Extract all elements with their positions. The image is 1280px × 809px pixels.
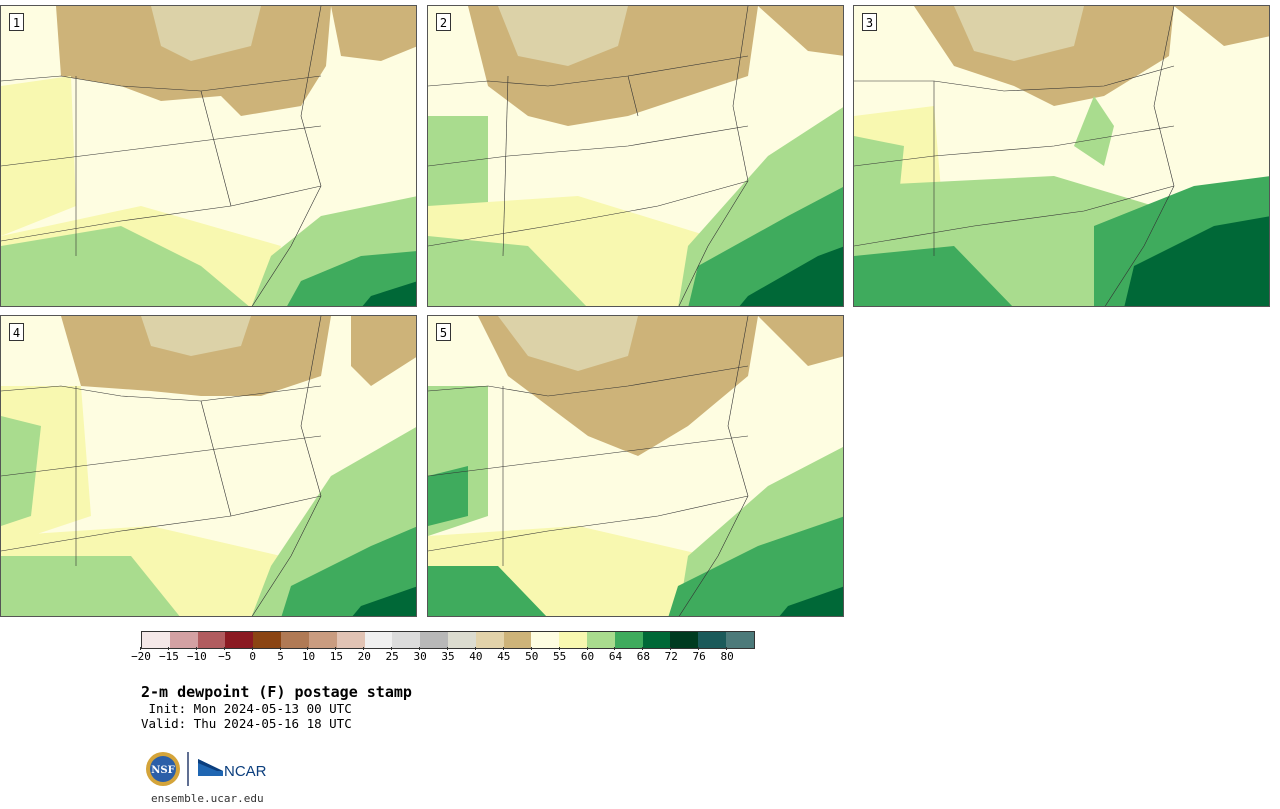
init-time: Init: Mon 2024-05-13 00 UTC	[141, 701, 352, 716]
member-panel-3: 3	[853, 5, 1270, 307]
panel-number: 2	[436, 13, 451, 31]
dewpoint-map-5	[428, 316, 843, 616]
colorbar-tick-label: −10	[177, 647, 217, 663]
colorbar-swatch	[531, 632, 560, 648]
colorbar-tick-label: 60	[568, 647, 608, 663]
colorbar-swatch	[447, 632, 476, 648]
colorbar-tick-label: 35	[428, 647, 468, 663]
panel-number: 4	[9, 323, 24, 341]
colorbar-tick-label: 40	[456, 647, 496, 663]
colorbar-tick-label: 0	[233, 647, 273, 663]
colorbar-tick-label: 64	[595, 647, 635, 663]
colorbar-tick-label: 15	[316, 647, 356, 663]
panel-number: 3	[862, 13, 877, 31]
colorbar	[141, 631, 755, 649]
colorbar-swatch	[503, 632, 532, 648]
colorbar-swatch	[559, 632, 587, 648]
colorbar-tick-label: 5	[261, 647, 301, 663]
colorbar-swatch	[670, 632, 699, 648]
colorbar-tick-label: −20	[121, 647, 161, 663]
ncar-logo: NCAR	[198, 759, 267, 780]
colorbar-ticks: −20 −15 −10 −5 0 5 10 15 20 25 30 35 40 45 50 55 60 64 68 7…	[131, 647, 755, 670]
colorbar-tick-label: 10	[288, 647, 328, 663]
svg-text:NSF: NSF	[151, 765, 174, 776]
member-panel-1: 1	[0, 5, 417, 307]
svg-text:NCAR: NCAR	[224, 763, 267, 780]
colorbar-swatch	[614, 632, 643, 648]
colorbar-swatch	[253, 632, 282, 648]
nsf-logo: NSF	[146, 752, 180, 786]
valid-time: Valid: Thu 2024-05-16 18 UTC	[141, 716, 352, 731]
logos: NSF NCAR	[146, 752, 267, 786]
colorbar-swatch	[364, 632, 393, 648]
site-url: ensemble.ucar.edu	[151, 792, 264, 805]
dewpoint-map-4	[1, 316, 416, 616]
colorbar-swatch	[142, 632, 170, 648]
panel-number: 5	[436, 323, 451, 341]
colorbar-tick-label: 50	[512, 647, 552, 663]
colorbar-tick-label: −15	[149, 647, 189, 663]
colorbar-tick-label: 80	[707, 647, 747, 663]
dewpoint-map-1	[1, 6, 416, 306]
colorbar-swatch	[642, 632, 671, 648]
member-panel-2: 2	[427, 5, 844, 307]
dewpoint-map-2	[428, 6, 843, 306]
colorbar-tick-label: 72	[651, 647, 691, 663]
panel-number: 1	[9, 13, 24, 31]
colorbar-swatch	[169, 632, 198, 648]
member-panel-5: 5	[427, 315, 844, 617]
colorbar-swatch	[726, 632, 754, 648]
colorbar-swatch	[698, 632, 727, 648]
dewpoint-map-3	[854, 6, 1269, 306]
colorbar-swatch	[587, 632, 615, 648]
colorbar-swatch	[225, 632, 254, 648]
colorbar-tick-label: 30	[400, 647, 440, 663]
colorbar-tick-label: 76	[679, 647, 719, 663]
colorbar-tick-label: 25	[372, 647, 412, 663]
colorbar-tick-label: 55	[540, 647, 580, 663]
colorbar-swatch	[420, 632, 448, 648]
colorbar-swatch	[336, 632, 365, 648]
colorbar-tick-label: 45	[484, 647, 524, 663]
colorbar-tick-label: 68	[623, 647, 663, 663]
member-panel-4: 4	[0, 315, 417, 617]
colorbar-swatch	[197, 632, 226, 648]
colorbar-swatch	[308, 632, 337, 648]
page-title: 2-m dewpoint (F) postage stamp	[141, 683, 412, 701]
colorbar-tick-label: −5	[205, 647, 245, 663]
colorbar-swatch	[392, 632, 421, 648]
colorbar-swatch	[475, 632, 504, 648]
colorbar-tick-label: 20	[344, 647, 384, 663]
colorbar-swatch	[281, 632, 309, 648]
